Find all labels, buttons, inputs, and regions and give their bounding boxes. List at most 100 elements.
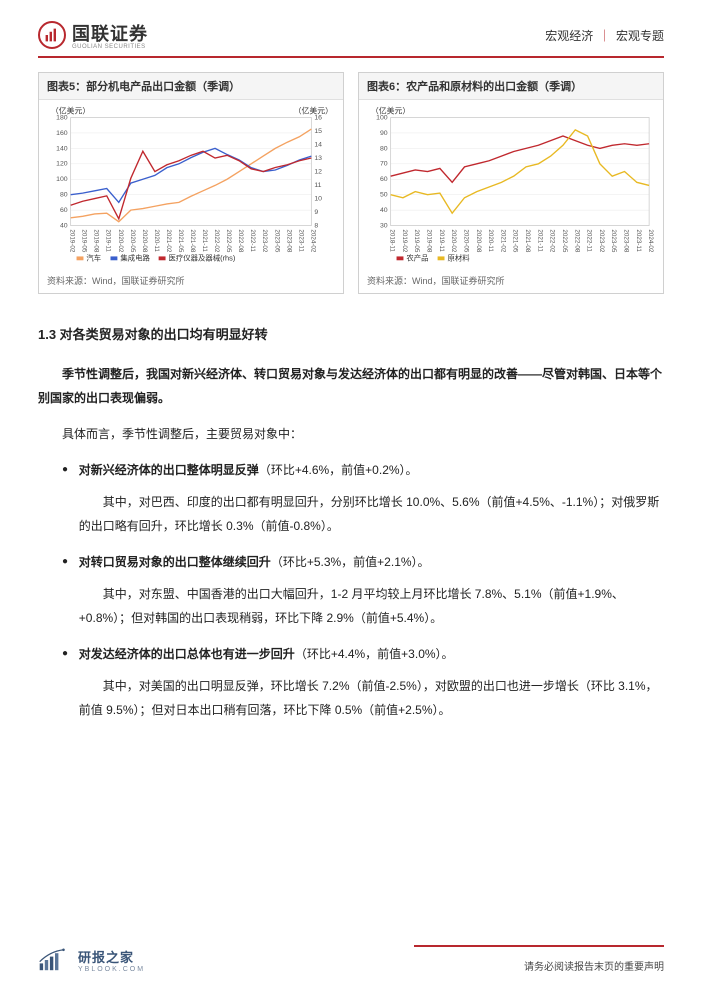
svg-text:2018-11: 2018-11 <box>389 229 396 252</box>
svg-text:100: 100 <box>56 176 68 183</box>
bullet-item: 对新兴经济体的出口整体明显反弹（环比+4.6%，前值+0.2%）。其中，对巴西、… <box>62 458 664 538</box>
chart5-title: 图表5：部分机电产品出口金额（季调） <box>39 73 343 100</box>
bullet-head: 对转口贸易对象的出口整体继续回升 <box>79 555 271 569</box>
svg-text:2024-02: 2024-02 <box>309 229 316 252</box>
svg-text:2023-11: 2023-11 <box>297 229 304 252</box>
svg-text:80: 80 <box>60 192 68 199</box>
svg-text:2021-02: 2021-02 <box>499 229 506 252</box>
svg-text:2022-11: 2022-11 <box>249 229 256 252</box>
chart6-source: 资料来源：Wind，国联证券研究所 <box>359 270 663 293</box>
svg-text:农产品: 农产品 <box>406 253 428 262</box>
bullet-item: 对发达经济体的出口总体也有进一步回升（环比+4.4%，前值+3.0%）。其中，对… <box>62 642 664 722</box>
svg-text:13: 13 <box>314 155 322 162</box>
svg-text:2019-02: 2019-02 <box>401 229 408 252</box>
svg-text:2022-08: 2022-08 <box>237 229 244 252</box>
svg-text:（亿美元）: （亿美元） <box>371 106 410 116</box>
lead-paragraph: 季节性调整后，我国对新兴经济体、转口贸易对象与发达经济体的出口都有明显的改善——… <box>38 362 664 410</box>
svg-text:2023-08: 2023-08 <box>622 229 629 252</box>
chart6-body: 30405060708090100（亿美元）2018-112019-022019… <box>359 100 663 270</box>
svg-text:2023-05: 2023-05 <box>610 229 617 252</box>
crumb-left: 宏观经济 <box>545 29 593 43</box>
company-logo: 国联证券 GUOLIAN SECURITIES <box>38 20 148 50</box>
breadcrumb: 宏观经济 ｜ 宏观专题 <box>545 27 664 44</box>
svg-text:2019-02: 2019-02 <box>69 229 76 252</box>
svg-text:2021-02: 2021-02 <box>165 229 172 252</box>
svg-text:2020-11: 2020-11 <box>153 229 160 252</box>
svg-text:2022-05: 2022-05 <box>225 229 232 252</box>
bullet-head: 对新兴经济体的出口整体明显反弹 <box>79 463 259 477</box>
svg-text:2020-02: 2020-02 <box>117 229 124 252</box>
bullet-tail: （环比+5.3%，前值+2.1%）。 <box>271 555 430 569</box>
svg-text:10: 10 <box>314 196 322 203</box>
svg-text:2023-11: 2023-11 <box>635 229 642 252</box>
crumb-right: 宏观专题 <box>616 29 664 43</box>
svg-text:2022-02: 2022-02 <box>549 229 556 252</box>
svg-text:2020-08: 2020-08 <box>141 229 148 252</box>
footer-disclaimer: 请务必阅读报告末页的重要声明 <box>524 958 664 973</box>
svg-text:2021-08: 2021-08 <box>189 229 196 252</box>
svg-text:60: 60 <box>380 176 388 183</box>
svg-text:2024-02: 2024-02 <box>647 229 654 252</box>
svg-text:50: 50 <box>380 192 388 199</box>
svg-text:2019-05: 2019-05 <box>413 229 420 252</box>
svg-text:2020-11: 2020-11 <box>487 229 494 252</box>
logo-icon <box>38 21 66 49</box>
company-name-cn: 国联证券 <box>72 20 148 46</box>
svg-text:2019-08: 2019-08 <box>93 229 100 252</box>
svg-text:2023-02: 2023-02 <box>261 229 268 252</box>
svg-text:120: 120 <box>56 161 68 168</box>
svg-text:60: 60 <box>60 207 68 214</box>
chart5-body: 4060801001201401601808910111213141516（亿美… <box>39 100 343 270</box>
svg-text:140: 140 <box>56 145 68 152</box>
svg-text:原材料: 原材料 <box>447 253 470 262</box>
svg-text:30: 30 <box>380 223 388 230</box>
company-name-en: GUOLIAN SECURITIES <box>72 44 148 50</box>
footer-brand-cn: 研报之家 <box>78 947 145 966</box>
svg-text:2021-08: 2021-08 <box>524 229 531 252</box>
svg-text:2020-08: 2020-08 <box>475 229 482 252</box>
bullet-list: 对新兴经济体的出口整体明显反弹（环比+4.6%，前值+0.2%）。其中，对巴西、… <box>38 458 664 722</box>
lead-bold: 季节性调整后，我国对新兴经济体、转口贸易对象与发达经济体的出口都有明显的改善——… <box>38 367 662 405</box>
svg-text:90: 90 <box>380 130 388 137</box>
bullet-item: 对转口贸易对象的出口整体继续回升（环比+5.3%，前值+2.1%）。其中，对东盟… <box>62 550 664 630</box>
svg-text:9: 9 <box>314 209 318 216</box>
svg-text:2022-11: 2022-11 <box>586 229 593 252</box>
chart6-title: 图表6：农产品和原材料的出口金额（季调） <box>359 73 663 100</box>
svg-text:（亿美元）: （亿美元） <box>294 106 333 116</box>
svg-text:160: 160 <box>56 130 68 137</box>
svg-text:40: 40 <box>380 207 388 214</box>
svg-text:2022-05: 2022-05 <box>561 229 568 252</box>
bullet-sub: 其中，对美国的出口明显反弹，环比增长 7.2%（前值-2.5%），对欧盟的出口也… <box>79 674 664 722</box>
bullet-sub: 其中，对东盟、中国香港的出口大幅回升，1-2 月平均较上月环比增长 7.8%、5… <box>79 582 664 630</box>
svg-text:2022-02: 2022-02 <box>213 229 220 252</box>
svg-text:2022-08: 2022-08 <box>573 229 580 252</box>
bullet-sub: 其中，对巴西、印度的出口都有明显回升，分别环比增长 10.0%、5.6%（前值+… <box>79 490 664 538</box>
footer-logo-icon <box>38 948 72 972</box>
svg-text:2021-05: 2021-05 <box>177 229 184 252</box>
svg-text:15: 15 <box>314 128 322 135</box>
svg-text:2019-05: 2019-05 <box>81 229 88 252</box>
chart6-box: 图表6：农产品和原材料的出口金额（季调） 30405060708090100（亿… <box>358 72 664 294</box>
chart5-source: 资料来源：Wind，国联证券研究所 <box>39 270 343 293</box>
svg-text:2021-11: 2021-11 <box>201 229 208 252</box>
chart5-box: 图表5：部分机电产品出口金额（季调） 406080100120140160180… <box>38 72 344 294</box>
footer-logo: 研报之家 YBLOOK.COM <box>38 947 145 973</box>
svg-text:8: 8 <box>314 223 318 230</box>
charts-container: 图表5：部分机电产品出口金额（季调） 406080100120140160180… <box>38 72 664 294</box>
svg-text:12: 12 <box>314 169 322 176</box>
crumb-separator: ｜ <box>599 29 611 43</box>
body-text: 1.3 对各类贸易对象的出口均有明显好转 季节性调整后，我国对新兴经济体、转口贸… <box>38 322 664 722</box>
bullet-tail: （环比+4.4%，前值+3.0%）。 <box>295 647 454 661</box>
svg-text:2019-08: 2019-08 <box>426 229 433 252</box>
svg-text:2019-11: 2019-11 <box>105 229 112 252</box>
svg-text:汽车: 汽车 <box>86 253 101 262</box>
svg-text:2019-11: 2019-11 <box>438 229 445 252</box>
svg-text:2020-05: 2020-05 <box>462 229 469 252</box>
intro-paragraph: 具体而言，季节性调整后，主要贸易对象中： <box>38 422 664 446</box>
svg-text:集成电路: 集成电路 <box>120 253 150 262</box>
svg-text:2021-05: 2021-05 <box>512 229 519 252</box>
section-heading: 1.3 对各类贸易对象的出口均有明显好转 <box>38 322 664 348</box>
svg-text:（亿美元）: （亿美元） <box>51 106 90 116</box>
svg-text:14: 14 <box>314 142 322 149</box>
page-footer: 研报之家 YBLOOK.COM 请务必阅读报告末页的重要声明 <box>38 947 664 973</box>
